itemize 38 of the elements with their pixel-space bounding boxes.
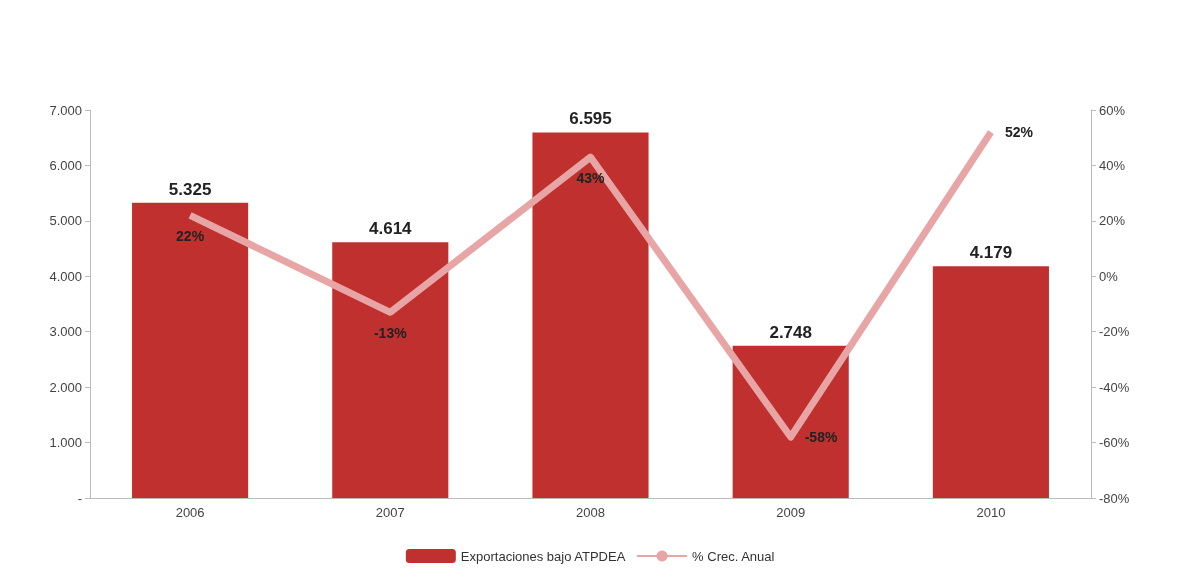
y-tick-label: 5.000 xyxy=(49,213,82,229)
data-label: 2.748 xyxy=(769,322,812,342)
bar xyxy=(332,242,449,498)
bar xyxy=(732,345,849,498)
y2-tick-label: 60% xyxy=(1099,102,1126,118)
y2-tick-label: -20% xyxy=(1099,324,1130,340)
data-label: 4.179 xyxy=(969,243,1013,263)
bar xyxy=(932,266,1049,498)
legend-label: Exportaciones bajo ATPDEA xyxy=(460,548,626,564)
x-tick-label: 2008 xyxy=(576,505,605,520)
x-tick-label: 2009 xyxy=(776,505,806,520)
bar xyxy=(532,132,649,498)
x-tick-label: 2010 xyxy=(976,505,1006,520)
legend-label: % Crec. Anual xyxy=(692,548,775,564)
y2-tick-label: -60% xyxy=(1099,435,1130,451)
data-label: 6.595 xyxy=(569,109,612,129)
y-tick-label: - xyxy=(77,490,82,506)
y2-tick-label: 40% xyxy=(1099,157,1126,173)
data-label: 43% xyxy=(576,170,606,187)
data-label: 22% xyxy=(176,228,205,245)
y-tick-label: 2.000 xyxy=(49,379,82,395)
data-label: 5.325 xyxy=(168,179,212,199)
y-tick-label: 3.000 xyxy=(49,324,82,340)
y2-tick-label: 0% xyxy=(1099,268,1119,284)
data-label: 4.614 xyxy=(369,219,413,239)
data-label: -58% xyxy=(804,429,838,446)
y2-tick-label: 20% xyxy=(1099,213,1126,229)
bar xyxy=(132,202,249,498)
data-label: 52% xyxy=(1004,124,1034,141)
y2-tick-label: -80% xyxy=(1099,490,1130,506)
x-tick-label: 2006 xyxy=(175,505,205,520)
x-tick-label: 2007 xyxy=(375,505,405,520)
y2-tick-label: -40% xyxy=(1099,379,1130,395)
y-tick-label: 4.000 xyxy=(49,268,82,284)
y-tick-label: 6.000 xyxy=(49,157,82,173)
y-tick-label: 7.000 xyxy=(49,102,82,118)
data-label: -13% xyxy=(373,325,408,342)
y-tick-label: 1.000 xyxy=(49,435,82,451)
